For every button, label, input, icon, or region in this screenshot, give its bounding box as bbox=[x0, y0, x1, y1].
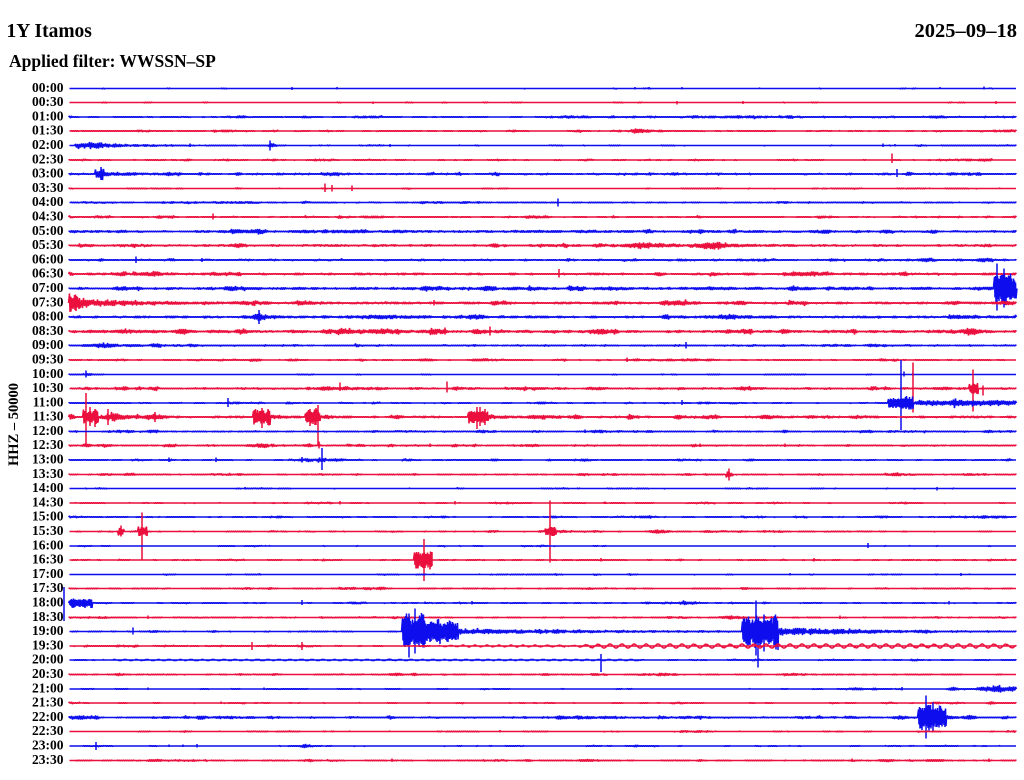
svg-text:18:00: 18:00 bbox=[32, 595, 64, 610]
svg-text:19:30: 19:30 bbox=[32, 638, 64, 653]
svg-text:18:30: 18:30 bbox=[32, 609, 64, 624]
svg-text:22:00: 22:00 bbox=[32, 709, 64, 724]
svg-text:16:00: 16:00 bbox=[32, 538, 64, 553]
svg-text:Applied filter: WWSSN–SP: Applied filter: WWSSN–SP bbox=[9, 51, 216, 71]
svg-text:1Y Itamos: 1Y Itamos bbox=[7, 21, 93, 42]
svg-text:11:00: 11:00 bbox=[33, 395, 64, 410]
svg-text:02:30: 02:30 bbox=[32, 152, 64, 167]
svg-text:01:00: 01:00 bbox=[32, 109, 64, 124]
svg-text:HHZ – 50000: HHZ – 50000 bbox=[6, 383, 22, 466]
svg-text:00:00: 00:00 bbox=[32, 80, 64, 95]
svg-text:2025–09–18: 2025–09–18 bbox=[915, 20, 1018, 42]
svg-text:04:30: 04:30 bbox=[32, 209, 64, 224]
svg-text:19:00: 19:00 bbox=[32, 623, 64, 638]
svg-text:03:00: 03:00 bbox=[32, 166, 64, 181]
svg-text:08:00: 08:00 bbox=[32, 309, 64, 324]
svg-text:14:00: 14:00 bbox=[32, 480, 64, 495]
svg-text:13:00: 13:00 bbox=[32, 452, 64, 467]
svg-text:05:00: 05:00 bbox=[32, 223, 64, 238]
svg-text:05:30: 05:30 bbox=[32, 237, 64, 252]
svg-text:06:00: 06:00 bbox=[32, 252, 64, 267]
svg-text:11:30: 11:30 bbox=[33, 409, 64, 424]
svg-text:10:00: 10:00 bbox=[32, 366, 64, 381]
svg-text:12:00: 12:00 bbox=[32, 423, 64, 438]
svg-text:21:00: 21:00 bbox=[32, 681, 64, 696]
svg-text:03:30: 03:30 bbox=[32, 180, 64, 195]
svg-text:07:00: 07:00 bbox=[32, 280, 64, 295]
svg-text:09:30: 09:30 bbox=[32, 352, 64, 367]
svg-text:23:30: 23:30 bbox=[32, 752, 64, 767]
svg-text:14:30: 14:30 bbox=[32, 495, 64, 510]
svg-text:16:30: 16:30 bbox=[32, 552, 64, 567]
svg-text:17:00: 17:00 bbox=[32, 566, 64, 581]
svg-text:01:30: 01:30 bbox=[32, 123, 64, 138]
svg-text:13:30: 13:30 bbox=[32, 466, 64, 481]
svg-text:21:30: 21:30 bbox=[32, 695, 64, 710]
svg-text:15:00: 15:00 bbox=[32, 509, 64, 524]
svg-text:09:00: 09:00 bbox=[32, 337, 64, 352]
svg-text:10:30: 10:30 bbox=[32, 380, 64, 395]
svg-text:15:30: 15:30 bbox=[32, 523, 64, 538]
svg-text:22:30: 22:30 bbox=[32, 723, 64, 738]
svg-text:02:00: 02:00 bbox=[32, 137, 64, 152]
svg-text:17:30: 17:30 bbox=[32, 580, 64, 595]
svg-text:07:30: 07:30 bbox=[32, 295, 64, 310]
svg-text:20:30: 20:30 bbox=[32, 666, 64, 681]
svg-text:06:30: 06:30 bbox=[32, 266, 64, 281]
svg-text:23:00: 23:00 bbox=[32, 738, 64, 753]
svg-text:00:30: 00:30 bbox=[32, 94, 64, 109]
svg-text:12:30: 12:30 bbox=[32, 437, 64, 452]
svg-text:08:30: 08:30 bbox=[32, 323, 64, 338]
svg-text:20:00: 20:00 bbox=[32, 652, 64, 667]
svg-text:04:00: 04:00 bbox=[32, 194, 64, 209]
